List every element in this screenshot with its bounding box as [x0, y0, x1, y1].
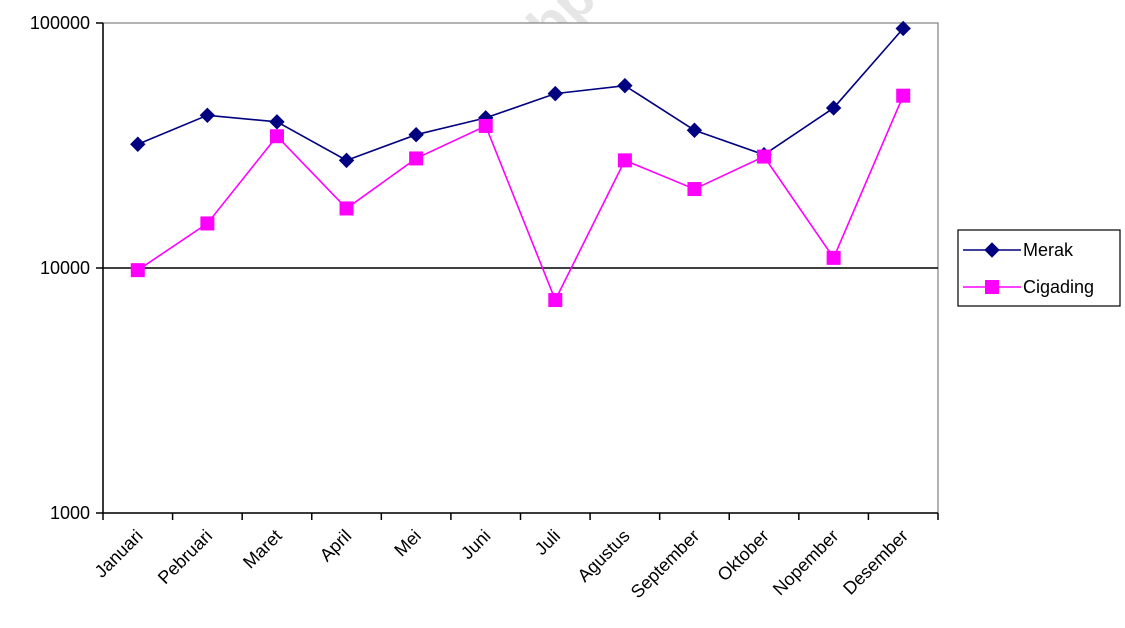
legend-item-cigading: Cigading: [963, 277, 1094, 297]
point-merak-januari: [130, 136, 146, 152]
legend-marker-merak: [984, 242, 1000, 258]
x-axis: Januari Pebruari Maret April Mei Juni Juli Agus…: [91, 512, 939, 602]
legend: Merak Cigading: [957, 229, 1121, 307]
point-cigading-oktober: [757, 149, 772, 164]
point-cigading-mei: [409, 151, 424, 166]
point-merak-agustus: [617, 77, 633, 94]
y-tick-label: 1000: [50, 503, 90, 523]
point-cigading-agustus: [617, 153, 632, 168]
point-merak-juli: [547, 85, 563, 102]
legend-item-merak: Merak: [963, 240, 1074, 260]
point-merak-nopember: [825, 100, 842, 116]
series-line-cigading: [137, 95, 904, 302]
y-axis: 1000 10000 100000: [30, 13, 104, 523]
point-cigading-januari: [130, 263, 145, 278]
point-cigading-juli: [548, 293, 563, 308]
x-tick-label-mei: Mei: [390, 526, 425, 561]
x-tick-label-juni: Juni: [457, 526, 494, 563]
legend-marker-cigading: [985, 280, 999, 294]
x-tick-label-juli: Juli: [531, 526, 564, 559]
x-tick-label-april: April: [316, 526, 356, 566]
point-cigading-desember: [896, 88, 911, 103]
legend-label-cigading: Cigading: [1023, 277, 1094, 297]
point-cigading-pebruari: [200, 216, 215, 231]
point-merak-pebruari: [199, 107, 216, 124]
x-tick-label-desember: Desember: [839, 526, 912, 599]
point-cigading-september: [687, 182, 702, 197]
y-tick-label: 10000: [40, 258, 90, 278]
x-tick-label-agustus: Agustus: [574, 526, 634, 586]
y-tick-label: 100000: [30, 13, 90, 33]
x-tick-label-januari: Januari: [91, 526, 147, 582]
x-tick-label-maret: Maret: [239, 526, 286, 573]
series-line-merak: [137, 27, 904, 162]
point-cigading-maret: [269, 129, 284, 144]
x-tick-label-nopember: Nopember: [769, 526, 843, 600]
point-cigading-juni: [478, 118, 493, 133]
point-cigading-april: [339, 201, 354, 216]
x-tick-label-oktober: Oktober: [713, 526, 772, 585]
series-merak: [130, 20, 911, 169]
legend-label-merak: Merak: [1023, 240, 1074, 260]
x-tick-label-pebruari: Pebruari: [154, 526, 216, 588]
x-tick-label-september: September: [627, 526, 703, 602]
point-merak-mei: [408, 126, 424, 143]
point-merak-maret: [269, 114, 285, 130]
series-cigading: [130, 88, 911, 308]
point-merak-september: [686, 122, 703, 138]
series-layer: [130, 20, 911, 308]
point-cigading-nopember: [826, 250, 841, 265]
point-merak-april: [338, 152, 355, 169]
point-merak-desember: [895, 20, 911, 37]
